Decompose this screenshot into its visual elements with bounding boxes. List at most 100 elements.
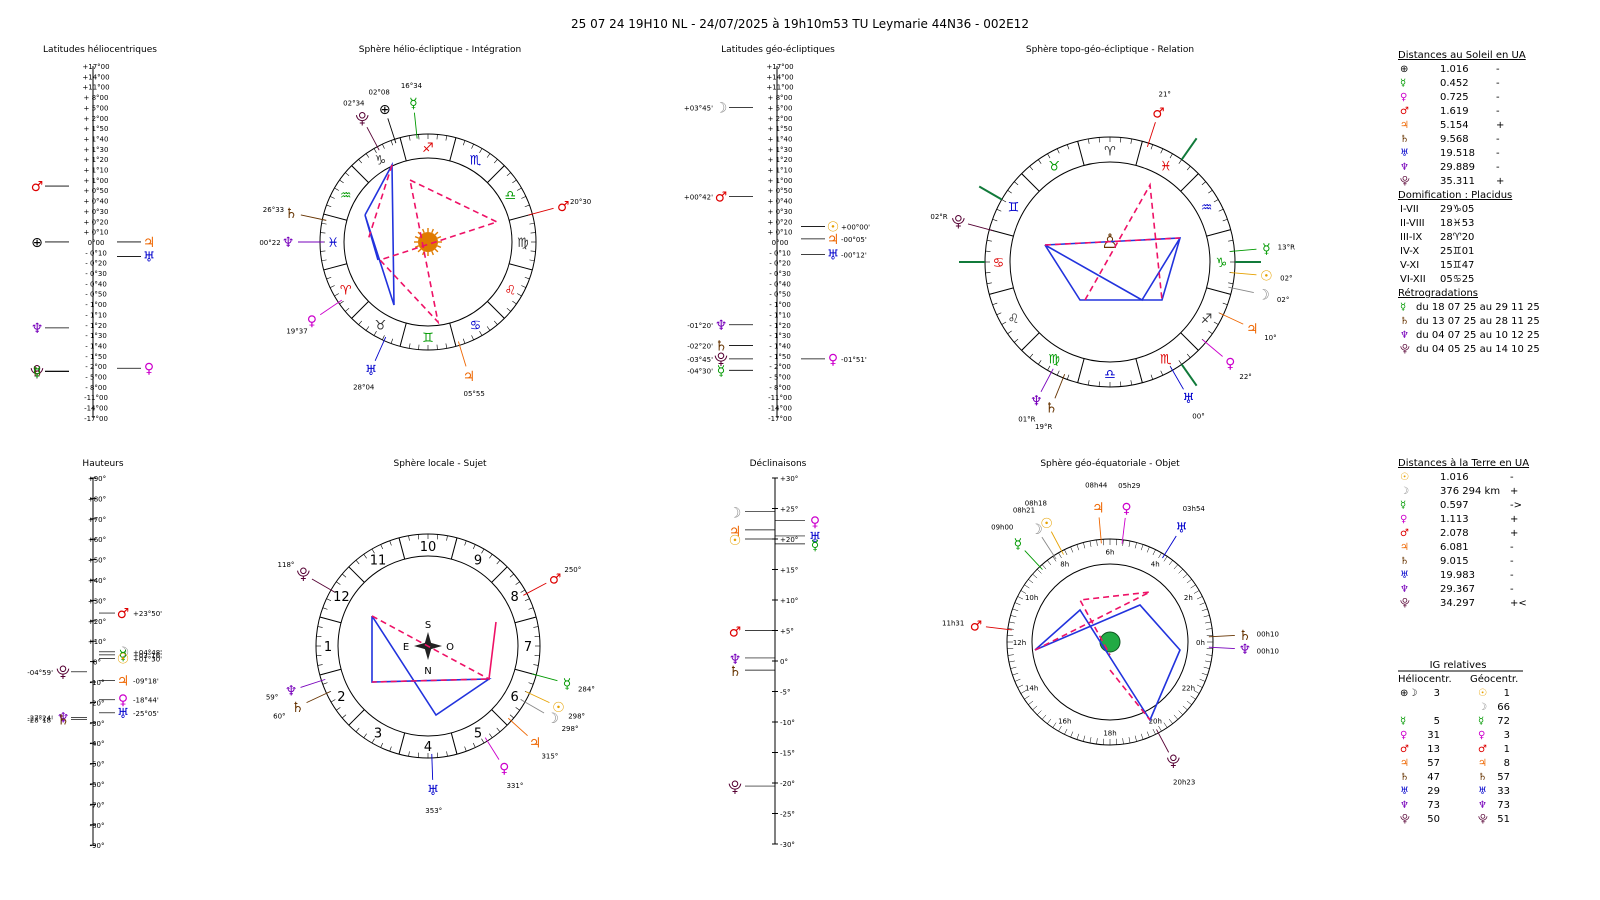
- house-cusp: 28♈20: [1440, 232, 1474, 243]
- sun-icon: ☉: [827, 219, 840, 235]
- ring-tick: [496, 560, 501, 565]
- mark-value: -04°59': [27, 669, 53, 677]
- scale-tick-label: + 1°50: [84, 125, 109, 133]
- planet-label: 05h29: [1118, 482, 1140, 490]
- ring-tick: [373, 148, 377, 153]
- ig-geo-value: 8: [1504, 758, 1510, 769]
- sector-divider: [450, 537, 458, 560]
- inner-ring: [343, 157, 513, 327]
- ring-tick: [1186, 166, 1191, 171]
- ring-tick: [1089, 540, 1092, 547]
- sector-divider: [351, 165, 369, 183]
- earth-dist-value: 29.367: [1440, 584, 1475, 595]
- hour-label: 16h: [1058, 717, 1071, 725]
- sector-divider: [989, 229, 1014, 237]
- moon-icon: ☽: [1400, 486, 1409, 497]
- scale-tick-label: + 5°00: [84, 104, 109, 112]
- ring-tick: [496, 727, 501, 732]
- sun-icon: ☉: [729, 533, 742, 549]
- ring-tick: [1150, 144, 1154, 150]
- planet-leader: [1202, 339, 1223, 357]
- sun-dist-trend: -: [1496, 106, 1500, 117]
- house-axis: V-XI: [1400, 260, 1419, 271]
- ring-tick: [1058, 552, 1062, 559]
- scale-tick-label: + 1°10: [768, 167, 793, 175]
- sector-label: ♊: [1008, 200, 1020, 215]
- planet-label: 13°R: [1278, 244, 1295, 252]
- ring-tick: [1201, 181, 1206, 186]
- sun-dist-value: 0.452: [1440, 78, 1469, 89]
- ring-tick: [1169, 153, 1173, 159]
- ring-tick: [1152, 549, 1156, 556]
- ring-tick: [1228, 282, 1234, 285]
- sector-divider: [323, 213, 347, 221]
- mars-icon: ♂: [715, 189, 728, 205]
- sector-divider: [348, 566, 365, 583]
- scale-tick-label: - 0°10: [769, 249, 791, 257]
- ring-tick: [1201, 608, 1208, 612]
- planet-label: 00h10: [1257, 631, 1279, 639]
- ring-tick: [521, 285, 527, 288]
- ring-tick: [1158, 725, 1162, 732]
- retro-header: Rétrogradations: [1398, 287, 1478, 299]
- ig-geo-value: 3: [1504, 730, 1510, 741]
- saturn-icon: ♄: [31, 364, 44, 380]
- planet-leader: [1024, 550, 1043, 570]
- planet-label: 08h18: [1025, 499, 1047, 507]
- planet-label: 02°: [1280, 274, 1292, 282]
- scale-tick-label: +17°00: [82, 63, 109, 71]
- ring-tick: [322, 682, 328, 685]
- planet-label: 00°22: [259, 239, 280, 247]
- hour-label: 22h: [1182, 684, 1195, 692]
- tick-label: +30°: [88, 597, 106, 605]
- scale-tick-label: - 0°30: [769, 270, 791, 278]
- sun-dist-value: 1.016: [1440, 64, 1469, 75]
- sun-ray: [434, 248, 439, 253]
- ring-tick: [1193, 690, 1200, 694]
- sector-divider: [319, 668, 342, 676]
- ring-tick: [408, 751, 410, 757]
- ring-tick: [321, 259, 327, 262]
- planet-leader: [523, 582, 547, 596]
- sector-divider: [1021, 332, 1040, 351]
- house-cusp: 15♊47: [1440, 260, 1474, 271]
- inner-ring: [337, 555, 519, 737]
- mark-value: +01°30': [133, 656, 162, 664]
- sector-label: ♊: [422, 331, 434, 346]
- sun-dist-trend: -: [1496, 148, 1500, 159]
- ring-tick: [506, 307, 511, 312]
- uranus-icon: ♅: [1478, 786, 1487, 797]
- sector-label: ♎: [1104, 368, 1116, 383]
- sector-label: ♋: [470, 318, 482, 333]
- scale-tick-label: + 1°10: [84, 167, 109, 175]
- ring-tick: [479, 331, 483, 336]
- earth-dist-value: 6.081: [1440, 542, 1469, 553]
- planet-leader: [1040, 368, 1054, 393]
- ring-tick: [1032, 705, 1038, 711]
- neptune-icon: ♆: [282, 235, 295, 251]
- ring-tick: [479, 148, 483, 153]
- venus-icon: ♀: [1400, 730, 1407, 741]
- ring-tick: [1190, 695, 1196, 700]
- aspect-line-red: [1034, 591, 1151, 656]
- sun-ray: [436, 245, 442, 249]
- ring-tick: [1089, 737, 1092, 744]
- scale-tick-label: + 1°30: [768, 146, 793, 154]
- sector-divider: [1180, 173, 1199, 192]
- angle-arrow: [1180, 363, 1198, 387]
- planet-label: 03h54: [1183, 505, 1206, 513]
- sector-label: ♌: [1008, 312, 1020, 327]
- ring-tick: [1218, 208, 1224, 212]
- tick-label: -30°: [780, 841, 795, 849]
- mars-icon: ♂: [1400, 106, 1409, 117]
- ig-header: IG relatives: [1430, 660, 1487, 671]
- earth-center-icon: [1099, 631, 1121, 653]
- earth-dist-trend: ->: [1510, 500, 1522, 511]
- mercury-icon: ☿: [1400, 78, 1406, 89]
- planet-leader: [1230, 248, 1257, 252]
- ring-tick: [1186, 579, 1192, 584]
- ring-tick: [1206, 628, 1213, 630]
- mercury-icon: ☿: [1262, 241, 1271, 257]
- neptune-icon: ♆: [1478, 800, 1487, 811]
- ig-geo-value: 72: [1497, 716, 1510, 727]
